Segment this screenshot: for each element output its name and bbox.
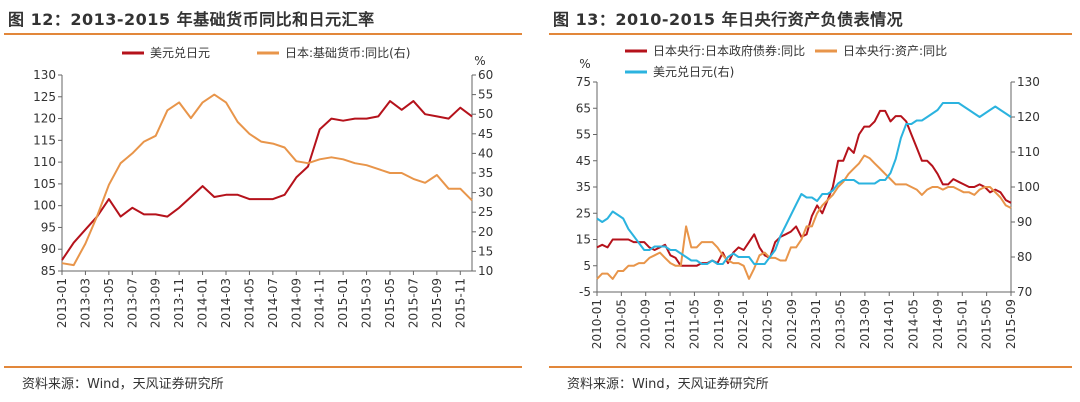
y-tick-label-left: 65: [576, 101, 591, 115]
x-tick-label: 2013-09: [858, 299, 872, 349]
y-tick-label-left: 35: [576, 180, 591, 194]
y-tick-label-right: 15: [478, 244, 493, 258]
x-tick-label: 2014-05: [907, 299, 921, 349]
x-tick-label: 2010-05: [614, 299, 628, 349]
y-tick-label-right: 70: [1017, 285, 1032, 299]
x-tick-label: 2015-05: [383, 278, 397, 328]
y-tick-label-right: 55: [478, 88, 493, 102]
title-divider: [4, 33, 522, 35]
y-unit-right: %: [474, 54, 485, 68]
x-tick-label: 2014-09: [931, 299, 945, 349]
y-tick-label-left: 75: [576, 75, 591, 89]
y-tick-label-left: 55: [576, 128, 591, 142]
title-divider: [549, 33, 1072, 35]
y-tick-label-right: 110: [1017, 145, 1040, 159]
y-tick-label-left: 110: [33, 155, 56, 169]
x-tick-label: 2013-03: [78, 278, 92, 328]
source-divider: [4, 366, 522, 368]
y-tick-label-left: 100: [33, 199, 56, 213]
series-line: [596, 109, 1012, 267]
x-tick-label: 2012-01: [736, 299, 750, 349]
y-tick-label-right: 40: [478, 146, 493, 160]
y-tick-label-left: 120: [33, 112, 56, 126]
y-unit-left: %: [579, 57, 590, 71]
y-tick-label-right: 25: [478, 205, 493, 219]
y-tick-label-left: 45: [576, 154, 591, 168]
y-tick-label-right: 10: [478, 264, 493, 278]
y-tick-label-right: 20: [478, 225, 493, 239]
y-tick-label-left: -5: [579, 285, 591, 299]
x-tick-label: 2014-07: [266, 278, 280, 328]
chart-title: 图 12：2013-2015 年基础货币同比和日元汇率: [8, 10, 375, 29]
y-tick-label-left: 95: [41, 220, 56, 234]
x-tick-label: 2013-09: [149, 278, 163, 328]
x-tick-label: 2015-03: [360, 278, 374, 328]
y-tick-label-right: 100: [1017, 180, 1040, 194]
y-tick-label-right: 60: [478, 68, 493, 82]
x-tick-label: 2013-11: [172, 278, 186, 328]
x-tick-label: 2014-03: [219, 278, 233, 328]
y-tick-label-right: 120: [1017, 110, 1040, 124]
x-tick-label: 2015-11: [453, 278, 467, 328]
x-tick-label: 2013-07: [125, 278, 139, 328]
y-tick-label-right: 80: [1017, 250, 1032, 264]
chart-left-svg: 85 90 95 100 105 110 115 120 125 130 10 15 20 25 30 35 4…: [33, 45, 493, 328]
x-tick-label: 2013-05: [834, 299, 848, 349]
y-tick-label-right: 50: [478, 107, 493, 121]
x-tick-label: 2014-05: [242, 278, 256, 328]
x-tick-label: 2011-09: [712, 299, 726, 349]
x-tick-label: 2014-01: [882, 299, 896, 349]
x-tick-label: 2014-11: [313, 278, 327, 328]
series-line: [596, 102, 1012, 265]
y-tick-label-left: 25: [576, 206, 591, 220]
x-tick-label: 2012-09: [785, 299, 799, 349]
y-tick-label-right: 90: [1017, 215, 1032, 229]
legend-label: 日本央行:日本政府债券:同比: [653, 43, 805, 58]
x-tick-label: 2014-09: [289, 278, 303, 328]
x-tick-label: 2011-05: [687, 299, 701, 349]
y-tick-label-left: 105: [33, 177, 56, 191]
x-tick-label: 2015-09: [1004, 299, 1018, 349]
y-tick-label-left: 125: [33, 90, 56, 104]
x-tick-label: 2013-05: [102, 278, 116, 328]
source-divider: [549, 366, 1072, 368]
y-tick-label-left: 115: [33, 133, 56, 147]
y-tick-label-left: 130: [33, 68, 56, 82]
x-tick-label: 2010-09: [639, 299, 653, 349]
x-tick-label: 2015-01: [336, 278, 350, 328]
chart-right-svg: -5 5 15 25 35 45 55 65 75 70 80 90 100 110 120 130% 2010…: [576, 43, 1040, 349]
x-tick-label: 2015-07: [406, 278, 420, 328]
y-tick-label-right: 130: [1017, 75, 1040, 89]
chart-source: 资料来源：Wind，天风证券研究所: [567, 377, 769, 392]
x-tick-label: 2015-05: [980, 299, 994, 349]
series-line: [61, 100, 473, 261]
series-line: [61, 93, 473, 267]
chart-panel-right: 图 13：2010-2015 年日央行资产负债表情况 -5 5 15 25 35 45 55…: [545, 0, 1080, 402]
x-tick-label: 2014-01: [196, 278, 210, 328]
x-tick-label: 2012-05: [760, 299, 774, 349]
series-line: [596, 154, 1012, 280]
legend-label: 美元兑日元(右): [653, 64, 734, 79]
legend-label: 日本央行:资产:同比: [843, 44, 947, 58]
chart-source: 资料来源：Wind，天风证券研究所: [22, 377, 224, 392]
chart-panel-left: 图 12：2013-2015 年基础货币同比和日元汇率 85 90 95 100 105…: [0, 0, 530, 402]
x-tick-label: 2010-01: [590, 299, 604, 349]
x-tick-label: 2013-01: [809, 299, 823, 349]
x-tick-label: 2015-01: [955, 299, 969, 349]
x-tick-label: 2015-09: [430, 278, 444, 328]
y-tick-label-left: 85: [41, 264, 56, 278]
y-tick-label-right: 35: [478, 166, 493, 180]
y-tick-label-left: 90: [41, 242, 56, 256]
y-tick-label-left: 15: [576, 233, 591, 247]
x-tick-label: 2013-01: [55, 278, 69, 328]
x-tick-label: 2011-01: [663, 299, 677, 349]
y-tick-label-right: 30: [478, 186, 493, 200]
chart-title: 图 13：2010-2015 年日央行资产负债表情况: [553, 10, 904, 29]
y-tick-label-left: 5: [583, 259, 591, 273]
legend-label: 美元兑日元: [150, 46, 210, 60]
y-tick-label-right: 45: [478, 127, 493, 141]
legend-label: 日本:基础货币:同比(右): [285, 45, 410, 60]
